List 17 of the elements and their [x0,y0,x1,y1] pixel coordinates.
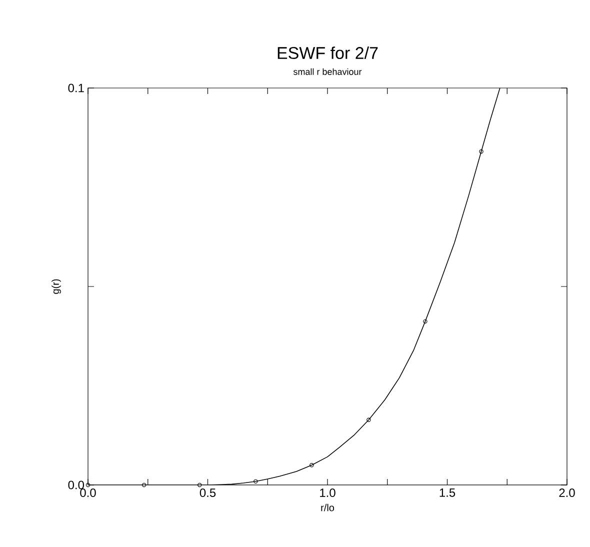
x-tick-label: 1.5 [440,488,456,497]
x-tick-label: 0.5 [200,488,216,498]
point [198,482,202,488]
point [423,319,428,324]
chart-subtitle: small r behaviour [293,68,362,75]
point [366,418,371,422]
point [310,463,314,468]
x-tick-label: 1.0 [320,488,336,498]
x-axis-title: r/lo [321,504,334,512]
y-tick-label: 0.1 [68,84,84,92]
chart-title: ESWF for 2/7 [278,46,378,60]
x-tick-label: 2.0 [559,488,575,498]
y-axis-title: g(r) [52,279,61,294]
point [142,482,146,488]
point [254,479,258,484]
point [479,149,484,154]
x-tick-label: 0.0 [80,488,96,498]
